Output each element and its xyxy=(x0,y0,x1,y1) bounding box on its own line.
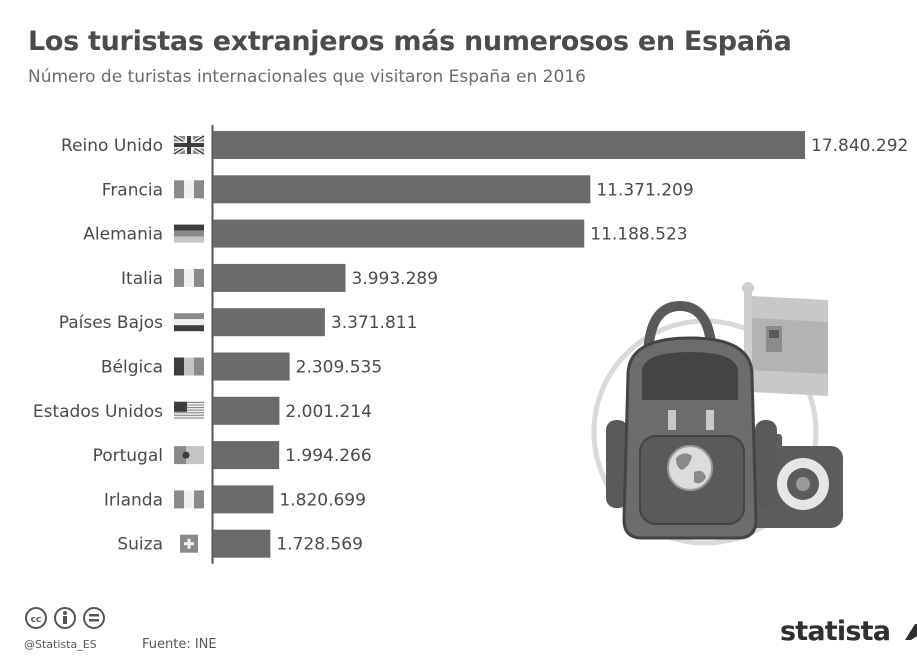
value-label: 3.993.289 xyxy=(352,269,439,289)
bar-row: Estados Unidos 2.001.214 xyxy=(33,396,372,425)
belgium-flag-icon xyxy=(174,357,204,376)
backpack-icon xyxy=(606,300,777,540)
bar xyxy=(213,396,280,425)
value-label: 3.371.811 xyxy=(331,313,418,333)
footer-source: Fuente: INE xyxy=(142,637,217,652)
category-label: Suiza xyxy=(117,535,163,555)
bar-row: Italia 3.993.289 xyxy=(121,263,439,292)
bar-row: Francia 11.371.209 xyxy=(102,175,694,204)
value-label: 11.188.523 xyxy=(590,225,687,245)
cc-icon: cc xyxy=(25,607,47,629)
uk-flag-icon xyxy=(172,134,206,156)
travel-illustration xyxy=(591,282,843,546)
bar-row: Portugal 1.994.266 xyxy=(93,441,372,470)
usa-flag-icon xyxy=(174,401,204,420)
france-flag-icon xyxy=(174,180,204,199)
bar xyxy=(213,485,274,514)
bar xyxy=(213,263,346,292)
bar-row: Reino Unido 17.840.292 xyxy=(61,131,908,159)
svg-text:cc: cc xyxy=(31,615,42,625)
category-label: Portugal xyxy=(93,446,163,466)
chart-title: Los turistas extranjeros más numerosos e… xyxy=(28,26,792,57)
category-label: Países Bajos xyxy=(59,313,163,333)
bar xyxy=(213,219,585,248)
category-label: Estados Unidos xyxy=(33,402,163,422)
bar-row: Irlanda 1.820.699 xyxy=(104,485,366,514)
bar xyxy=(213,131,805,159)
value-label: 11.371.209 xyxy=(596,180,693,200)
bar-row: Suiza 1.728.569 xyxy=(117,529,363,558)
germany-flag-icon xyxy=(174,224,204,243)
globe-icon xyxy=(667,445,713,491)
category-label: Irlanda xyxy=(104,490,163,510)
category-label: Francia xyxy=(102,180,163,200)
category-label: Italia xyxy=(121,269,163,289)
category-label: Reino Unido xyxy=(61,136,163,156)
value-label: 1.728.569 xyxy=(276,535,363,555)
statista-logo: statista xyxy=(780,616,917,647)
value-label: 1.994.266 xyxy=(285,446,372,466)
italy-flag-icon xyxy=(174,268,204,287)
bar xyxy=(213,529,271,558)
bar-row: Países Bajos 3.371.811 xyxy=(59,308,418,337)
nd-icon xyxy=(83,607,105,629)
ireland-flag-icon xyxy=(174,490,204,509)
switzerland-flag-icon xyxy=(180,534,198,553)
statista-logo-text: statista xyxy=(780,616,891,647)
chart-subtitle: Número de turistas internacionales que v… xyxy=(28,67,586,87)
bar xyxy=(213,175,591,204)
footer-handle: @Statista_ES xyxy=(24,638,97,651)
bar xyxy=(213,352,290,381)
bar xyxy=(213,308,325,337)
category-label: Bélgica xyxy=(101,358,163,378)
portugal-flag-icon xyxy=(174,446,204,465)
value-label: 17.840.292 xyxy=(811,136,908,156)
value-label: 2.001.214 xyxy=(285,402,372,422)
value-label: 1.820.699 xyxy=(279,490,366,510)
netherlands-flag-icon xyxy=(174,313,204,332)
bar-row: Bélgica 2.309.535 xyxy=(101,352,383,381)
category-label: Alemania xyxy=(83,225,163,245)
statista-logo-icon xyxy=(904,624,917,640)
value-label: 2.309.535 xyxy=(296,358,383,378)
license-icons: cc xyxy=(24,606,116,636)
by-icon xyxy=(54,607,76,629)
bar xyxy=(213,441,280,470)
bar-row: Alemania 11.188.523 xyxy=(83,219,688,248)
